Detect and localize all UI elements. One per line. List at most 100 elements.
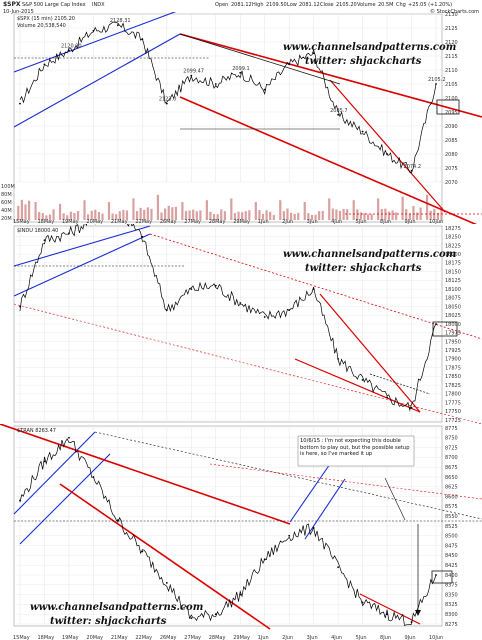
tran-x-axis: 15May 18May 19May 20May 21May 22May 26May 27May… xyxy=(13,635,443,640)
price-point xyxy=(312,52,315,55)
volume-bar xyxy=(199,210,202,220)
x-tick-label: 26May xyxy=(160,219,177,224)
volume-bar xyxy=(370,214,373,220)
exchange: INDX xyxy=(92,2,105,8)
y-tick-label: 18025 xyxy=(445,313,461,319)
volume-bar xyxy=(97,211,101,220)
chg-label: Chg xyxy=(396,2,406,8)
tran-red-lower xyxy=(59,483,271,630)
volume-bar xyxy=(233,213,237,220)
y-tick-label: 8675 xyxy=(445,465,458,471)
x-tick-label: 19May xyxy=(62,635,79,640)
y-tick-label: 8650 xyxy=(445,475,458,481)
spx-y-ticks: 2070 2075 2080 2085 2090 2095 2100 2105 2110 2115… xyxy=(445,12,458,186)
x-tick-label: 2Jun xyxy=(282,219,293,224)
volume-bar xyxy=(118,211,121,220)
x-tick-label: 18May xyxy=(37,635,54,640)
x-tick-label: 27May xyxy=(184,219,201,224)
x-tick-label: 20May xyxy=(86,219,103,224)
price-point xyxy=(288,309,291,311)
x-tick-label: 28May xyxy=(209,219,226,224)
volume-bar xyxy=(433,208,436,220)
y-tick-label: 8400 xyxy=(445,573,458,579)
y-tick-label: 17800 xyxy=(445,392,461,398)
close-value: 2105.20 xyxy=(336,2,357,8)
volume-bar xyxy=(293,213,296,220)
volume-bar xyxy=(415,212,419,220)
volume-bar xyxy=(181,202,184,220)
high-label: High xyxy=(252,2,264,8)
y-tick-label: 8700 xyxy=(445,455,458,461)
x-tick-label: 4Jun xyxy=(331,635,342,640)
volume-bar xyxy=(408,213,411,220)
spx-chart: 2070 2075 2080 2085 2090 2095 2100 2105 2110 2115… xyxy=(1,12,482,224)
volume-tick-label: 100M xyxy=(1,184,15,190)
open-value: 2081.12 xyxy=(231,2,252,8)
y-tick-label: 8550 xyxy=(445,514,458,520)
x-tick-label: 3Jun xyxy=(307,635,318,640)
spx-point-labels: 2120.90 2128.31 2123.0 2099.47 2099.1 2085.7 2… xyxy=(61,18,446,170)
x-tick-label: 21May xyxy=(111,635,128,640)
volume-bar xyxy=(377,198,380,220)
spx-title: $SPX (15 min) 2105.20 xyxy=(17,16,75,22)
volume-bar xyxy=(195,211,198,220)
volume-bar xyxy=(24,204,27,220)
date: 10-Jun-2015 xyxy=(3,9,34,15)
volume-bar xyxy=(346,209,349,220)
point-label: 2105.2 xyxy=(428,77,446,83)
price-point xyxy=(435,574,437,576)
volume-bar xyxy=(205,200,208,220)
x-tick-label: 29May xyxy=(233,219,250,224)
volume-bar xyxy=(303,202,306,220)
volume-bar xyxy=(125,210,129,220)
annotation-box xyxy=(297,435,415,467)
y-tick-label: 17850 xyxy=(445,374,461,380)
x-tick-label: 3Jun xyxy=(307,219,318,224)
volume-tick-label: 80M xyxy=(1,192,12,198)
price-point xyxy=(68,232,70,235)
volume-bar xyxy=(401,196,404,220)
double-top-box xyxy=(436,99,460,115)
point-label: 2099.1 xyxy=(232,66,250,72)
y-tick-label: 8600 xyxy=(445,494,458,500)
volume-bar xyxy=(258,210,261,220)
tran-blue-small-a xyxy=(289,463,331,523)
y-tick-label: 8375 xyxy=(445,583,458,589)
y-tick-label: 17775 xyxy=(445,400,461,406)
volume-bar xyxy=(58,203,62,220)
spx-panel: 2070 2075 2080 2085 2090 2095 2100 2105 2110 2115… xyxy=(0,12,482,224)
indu-price-line xyxy=(19,224,437,412)
volume-bar xyxy=(188,210,191,220)
volume-bar xyxy=(83,200,86,220)
volume-bar xyxy=(164,208,167,220)
point-label: 2074.2 xyxy=(404,164,422,170)
indu-red-dotted-lower xyxy=(13,303,482,424)
volume-bar xyxy=(429,210,432,220)
spx-volume-ticks: 100M 80M 60M 40M 20M xyxy=(1,184,15,222)
indu-watermark-site: www.channelsandpatterns.com xyxy=(283,249,456,260)
volume-bar xyxy=(115,214,118,220)
x-tick-label: 18May xyxy=(37,219,54,224)
spx-x-axis: 15May 18May 19May 20May 21May 22May 26May 27May… xyxy=(13,219,443,224)
spx-price-line xyxy=(19,21,437,174)
price-point xyxy=(116,24,119,27)
x-tick-label: 15May xyxy=(13,219,30,224)
price-point xyxy=(239,71,242,74)
volume-bar xyxy=(241,212,244,220)
x-tick-label: 10Jun xyxy=(429,635,443,640)
annotation-pointer xyxy=(384,477,406,521)
volume-bar xyxy=(34,202,37,220)
volume-bar xyxy=(20,199,23,220)
price-point xyxy=(214,284,217,287)
x-tick-label: 28May xyxy=(209,635,226,640)
price-point xyxy=(165,309,168,311)
y-tick-label: 8725 xyxy=(445,445,458,451)
volume-bar xyxy=(41,213,44,220)
low-value: 2081.12 xyxy=(299,2,320,8)
tran-box xyxy=(431,570,453,584)
price-point xyxy=(288,534,291,537)
volume-bar xyxy=(174,206,178,220)
volume-tick-label: 60M xyxy=(1,200,12,206)
tran-chart: 8275 8300 8325 8350 8375 8400 8425 8450 8475 8500… xyxy=(0,424,482,640)
